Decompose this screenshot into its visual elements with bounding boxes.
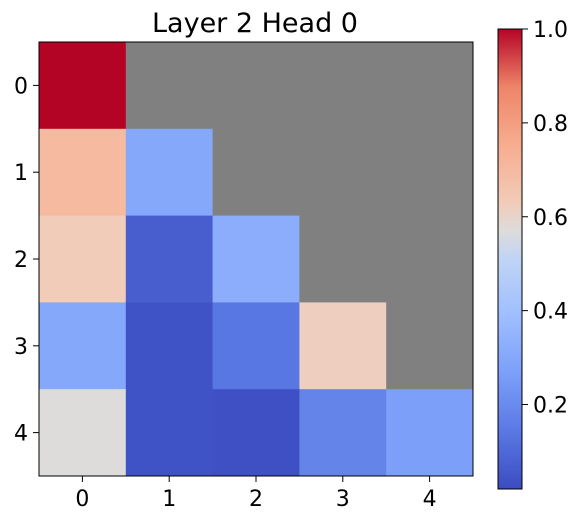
masked-cell [212, 42, 300, 130]
masked-cell [299, 128, 387, 217]
y-tick-label: 0 [14, 74, 28, 99]
y-tick-label: 4 [14, 422, 28, 447]
heatmap-cell [39, 215, 127, 303]
x-tick-label: 0 [75, 487, 89, 512]
heatmap-cell [39, 128, 127, 217]
masked-cell [299, 215, 387, 303]
heatmap-cell [39, 302, 127, 390]
masked-cell [386, 128, 474, 217]
heatmap-cell [212, 389, 300, 477]
heatmap-cell [299, 302, 387, 390]
heatmap-cell [125, 128, 214, 217]
heatmap-cells [39, 42, 474, 477]
colorbar-tick-label: 0.8 [533, 112, 568, 137]
heatmap-cell [212, 215, 300, 303]
x-tick-label: 3 [336, 487, 350, 512]
heatmap-cell [212, 302, 300, 390]
chart-title: Layer 2 Head 0 [152, 8, 358, 39]
heatmap-cell [299, 389, 387, 477]
colorbar-tick-label: 0.4 [533, 300, 568, 325]
masked-cell [299, 42, 387, 130]
heatmap-cell [125, 389, 214, 477]
colorbar [497, 28, 523, 490]
masked-cell [386, 42, 474, 130]
masked-cell [212, 128, 300, 217]
heatmap-cell [39, 42, 127, 130]
heatmap-cell [125, 215, 214, 303]
colorbar-ticks: 0.2 0.4 0.6 0.8 1.0 [522, 18, 568, 419]
heatmap-cell [125, 302, 214, 390]
masked-cell [386, 215, 474, 303]
colorbar-tick-label: 0.6 [533, 206, 568, 231]
heatmap-cell [39, 389, 127, 477]
heatmap-cell [386, 389, 474, 477]
x-axis-ticks: 0 1 2 3 4 [75, 476, 437, 512]
colorbar-tick-label: 0.2 [533, 394, 568, 419]
masked-cell [125, 42, 214, 130]
colorbar-tick-label: 1.0 [533, 18, 568, 43]
masked-cell [386, 302, 474, 390]
y-tick-label: 2 [14, 248, 28, 273]
y-axis-ticks: 0 1 2 3 4 [14, 74, 39, 447]
x-tick-label: 4 [423, 487, 437, 512]
x-tick-label: 2 [249, 487, 263, 512]
y-tick-label: 3 [14, 335, 28, 360]
y-tick-label: 1 [14, 161, 28, 186]
x-tick-label: 1 [162, 487, 176, 512]
